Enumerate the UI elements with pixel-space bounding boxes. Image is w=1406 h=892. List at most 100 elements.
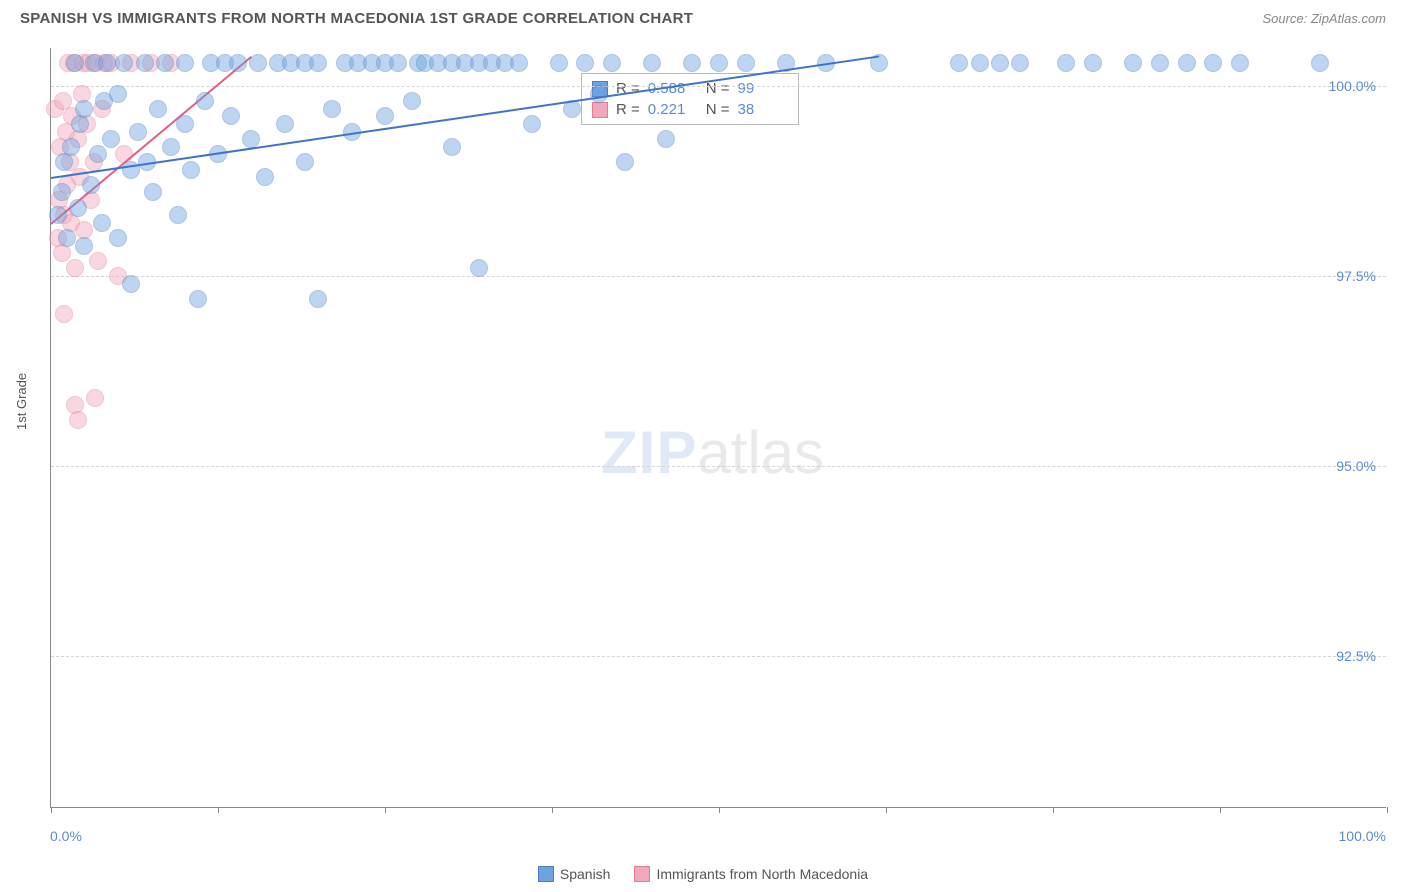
spanish-point <box>403 92 421 110</box>
chart-title: SPANISH VS IMMIGRANTS FROM NORTH MACEDON… <box>20 10 693 27</box>
legend-label: Spanish <box>560 866 611 882</box>
gridline <box>51 86 1386 87</box>
chart-legend: Spanish Immigrants from North Macedonia <box>0 866 1406 882</box>
watermark-atlas: atlas <box>697 419 824 486</box>
spanish-point <box>1151 54 1169 72</box>
macedonia-swatch-icon <box>592 102 608 118</box>
spanish-point <box>176 115 194 133</box>
legend-item-macedonia: Immigrants from North Macedonia <box>634 866 868 882</box>
spanish-point <box>1178 54 1196 72</box>
spanish-point <box>75 100 93 118</box>
spanish-point <box>66 54 84 72</box>
spanish-point <box>229 54 247 72</box>
x-tick <box>1220 807 1221 813</box>
spanish-point <box>182 161 200 179</box>
spanish-point <box>576 54 594 72</box>
legend-item-spanish: Spanish <box>538 866 611 882</box>
spanish-point <box>470 259 488 277</box>
spanish-point <box>102 130 120 148</box>
spanish-point <box>242 130 260 148</box>
spanish-point <box>149 100 167 118</box>
spanish-point <box>296 153 314 171</box>
spanish-point <box>590 85 608 103</box>
chart-source: Source: ZipAtlas.com <box>1262 11 1386 26</box>
x-tick <box>51 807 52 813</box>
spanish-point <box>550 54 568 72</box>
spanish-point <box>710 54 728 72</box>
spanish-point <box>136 54 154 72</box>
spanish-point <box>603 54 621 72</box>
x-tick <box>886 807 887 813</box>
gridline <box>51 276 1386 277</box>
macedonia-point <box>66 259 84 277</box>
stats-row-spanish: R =0.588N =99 <box>592 78 788 99</box>
n-value: 99 <box>738 80 788 97</box>
macedonia-point <box>89 252 107 270</box>
spanish-point <box>49 206 67 224</box>
y-axis-label: 1st Grade <box>14 373 29 430</box>
spanish-point <box>196 92 214 110</box>
x-tick <box>1387 807 1388 813</box>
spanish-point <box>376 107 394 125</box>
spanish-point <box>1057 54 1075 72</box>
gridline <box>51 466 1386 467</box>
spanish-point <box>122 275 140 293</box>
spanish-point <box>1204 54 1222 72</box>
spanish-point <box>115 54 133 72</box>
spanish-point <box>109 229 127 247</box>
chart-header: SPANISH VS IMMIGRANTS FROM NORTH MACEDON… <box>0 0 1406 35</box>
y-tick-label: 92.5% <box>1336 648 1376 664</box>
macedonia-point <box>86 389 104 407</box>
spanish-point <box>156 54 174 72</box>
macedonia-point <box>55 305 73 323</box>
spanish-point <box>1231 54 1249 72</box>
watermark-zip: ZIP <box>601 419 697 486</box>
macedonia-point <box>69 411 87 429</box>
spanish-point <box>249 54 267 72</box>
x-tick <box>385 807 386 813</box>
spanish-point <box>276 115 294 133</box>
spanish-point <box>523 115 541 133</box>
spanish-point <box>657 130 675 148</box>
spanish-point <box>162 138 180 156</box>
macedonia-legend-swatch-icon <box>634 866 650 882</box>
spanish-point <box>1311 54 1329 72</box>
x-tick <box>552 807 553 813</box>
x-axis-max-label: 100.0% <box>1339 828 1386 844</box>
n-label: N = <box>706 80 730 97</box>
x-axis-min-label: 0.0% <box>50 828 82 844</box>
spanish-point <box>189 290 207 308</box>
n-label: N = <box>706 101 730 118</box>
r-value: 0.221 <box>648 101 698 118</box>
stats-row-macedonia: R =0.221N =38 <box>592 99 788 120</box>
spanish-point <box>309 290 327 308</box>
spanish-point <box>176 54 194 72</box>
spanish-point <box>443 138 461 156</box>
spanish-point <box>950 54 968 72</box>
y-tick-label: 97.5% <box>1336 268 1376 284</box>
spanish-point <box>510 54 528 72</box>
spanish-point <box>58 229 76 247</box>
spanish-legend-swatch-icon <box>538 866 554 882</box>
spanish-point <box>93 214 111 232</box>
scatter-chart: ZIPatlas R =0.588N =99R =0.221N =38 100.… <box>50 48 1386 808</box>
spanish-point <box>389 54 407 72</box>
gridline <box>51 656 1386 657</box>
spanish-point <box>109 85 127 103</box>
watermark: ZIPatlas <box>601 418 824 487</box>
spanish-point <box>323 100 341 118</box>
legend-label: Immigrants from North Macedonia <box>656 866 868 882</box>
spanish-point <box>222 107 240 125</box>
spanish-point <box>69 199 87 217</box>
spanish-point <box>309 54 327 72</box>
x-tick <box>1053 807 1054 813</box>
r-label: R = <box>616 101 640 118</box>
spanish-point <box>89 145 107 163</box>
spanish-point <box>82 176 100 194</box>
spanish-point <box>737 54 755 72</box>
spanish-point <box>75 237 93 255</box>
spanish-point <box>169 206 187 224</box>
spanish-point <box>643 54 661 72</box>
spanish-point <box>683 54 701 72</box>
stats-box: R =0.588N =99R =0.221N =38 <box>581 73 799 125</box>
